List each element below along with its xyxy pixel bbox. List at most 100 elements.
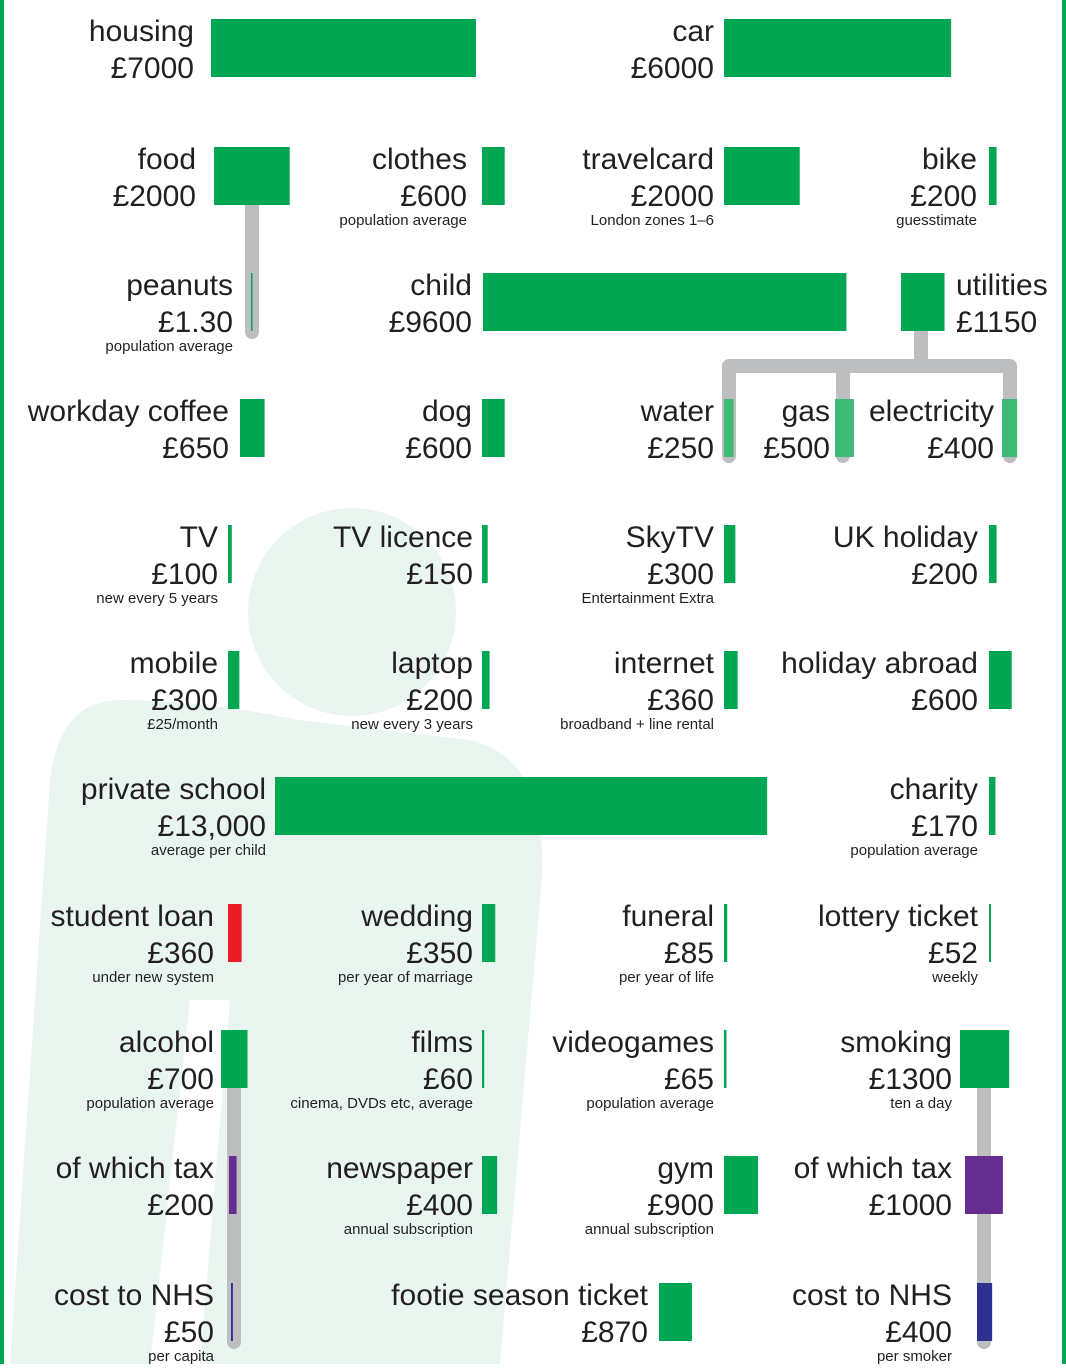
item-label: private school bbox=[81, 773, 266, 806]
item-value: £7000 bbox=[111, 52, 194, 85]
item-value: £870 bbox=[581, 1316, 648, 1349]
bar bbox=[251, 273, 253, 331]
item-value: £1150 bbox=[956, 306, 1037, 339]
item-note: per year of life bbox=[619, 969, 714, 986]
item-note: under new system bbox=[92, 969, 214, 986]
bar bbox=[724, 525, 735, 583]
bar bbox=[482, 525, 488, 583]
bar bbox=[977, 1283, 992, 1341]
item-label: smoking bbox=[840, 1026, 952, 1059]
item-note: population average bbox=[86, 1095, 214, 1112]
item-note: weekly bbox=[931, 969, 978, 986]
bar bbox=[724, 19, 951, 77]
bar bbox=[724, 147, 800, 205]
bar bbox=[989, 147, 997, 205]
bar bbox=[229, 1156, 237, 1214]
bar bbox=[901, 273, 945, 331]
item-value: £1000 bbox=[869, 1189, 952, 1222]
item-value: £300 bbox=[647, 558, 714, 591]
item-value: £1300 bbox=[869, 1063, 952, 1096]
item-label: of which tax bbox=[56, 1152, 214, 1185]
bar bbox=[483, 273, 846, 331]
item-label: cost to NHS bbox=[792, 1279, 952, 1312]
bar bbox=[989, 525, 997, 583]
item-label: electricity bbox=[869, 395, 994, 428]
bar bbox=[482, 904, 495, 962]
item-label: dog bbox=[422, 395, 472, 428]
bar bbox=[275, 777, 767, 835]
bar bbox=[989, 651, 1012, 709]
item-label: laptop bbox=[391, 647, 473, 680]
item-label: TV licence bbox=[333, 521, 473, 554]
item-value: £600 bbox=[911, 684, 978, 717]
item-label: child bbox=[410, 269, 472, 302]
item-value: £100 bbox=[151, 558, 218, 591]
item-value: £500 bbox=[763, 432, 830, 465]
item-label: utilities bbox=[956, 269, 1048, 302]
item-value: £250 bbox=[647, 432, 714, 465]
item-label: newspaper bbox=[326, 1152, 473, 1185]
item-note: population average bbox=[339, 212, 467, 229]
item-value: £900 bbox=[647, 1189, 714, 1222]
item-note: population average bbox=[586, 1095, 714, 1112]
item-note: per year of marriage bbox=[338, 969, 473, 986]
item-value: £2000 bbox=[631, 180, 714, 213]
item-note: population average bbox=[850, 842, 978, 859]
item-value: £600 bbox=[405, 432, 472, 465]
item-value: £52 bbox=[928, 937, 978, 970]
item-label: workday coffee bbox=[27, 395, 229, 428]
item-label: lottery ticket bbox=[818, 900, 979, 933]
item-label: of which tax bbox=[794, 1152, 952, 1185]
item-label: gym bbox=[657, 1152, 714, 1185]
item-value: £200 bbox=[147, 1189, 214, 1222]
bar bbox=[482, 1156, 497, 1214]
item-value: £9600 bbox=[389, 306, 472, 339]
item-note: London zones 1–6 bbox=[591, 212, 714, 229]
bar bbox=[659, 1283, 692, 1341]
item-note: new every 3 years bbox=[351, 716, 473, 733]
item-value: £6000 bbox=[631, 52, 714, 85]
item-value: £360 bbox=[147, 937, 214, 970]
bar bbox=[482, 399, 505, 457]
item-label: footie season ticket bbox=[391, 1279, 648, 1312]
item-value: £1.30 bbox=[158, 306, 233, 339]
item-value: £360 bbox=[647, 684, 714, 717]
bar bbox=[965, 1156, 1003, 1214]
item-label: cost to NHS bbox=[54, 1279, 214, 1312]
item-value: £600 bbox=[400, 180, 467, 213]
item-label: food bbox=[138, 143, 196, 176]
item-note: annual subscription bbox=[344, 1221, 473, 1238]
item-value: £700 bbox=[147, 1063, 214, 1096]
item-label: charity bbox=[890, 773, 978, 806]
bar bbox=[724, 904, 727, 962]
item-note: new every 5 years bbox=[96, 590, 218, 607]
bar bbox=[989, 777, 995, 835]
item-label: videogames bbox=[552, 1026, 714, 1059]
item-value: £400 bbox=[406, 1189, 473, 1222]
item-label: wedding bbox=[360, 900, 473, 933]
item-value: £60 bbox=[423, 1063, 473, 1096]
item-label: clothes bbox=[372, 143, 467, 176]
item-value: £200 bbox=[910, 180, 977, 213]
item-value: £2000 bbox=[113, 180, 196, 213]
bar bbox=[989, 904, 991, 962]
item-label: holiday abroad bbox=[781, 647, 978, 680]
item-value: £85 bbox=[664, 937, 714, 970]
item-value: £50 bbox=[164, 1316, 214, 1349]
border-right bbox=[1062, 0, 1066, 1364]
item-label: housing bbox=[89, 15, 194, 48]
infographic: housing £7000 car £6000 food £2000 clothes £600… bbox=[0, 0, 1066, 1364]
bar bbox=[960, 1030, 1009, 1088]
item-label: peanuts bbox=[126, 269, 233, 302]
item-label: bike bbox=[922, 143, 977, 176]
item-value: £650 bbox=[162, 432, 229, 465]
item-label: funeral bbox=[622, 900, 714, 933]
item-note: per smoker bbox=[877, 1348, 952, 1364]
item-note: population average bbox=[105, 338, 233, 355]
item-label: car bbox=[672, 15, 714, 48]
item-label: travelcard bbox=[582, 143, 714, 176]
item-label: alcohol bbox=[119, 1026, 214, 1059]
item-label: water bbox=[640, 395, 714, 428]
item-value: £13,000 bbox=[158, 810, 266, 843]
bar bbox=[724, 1030, 726, 1088]
